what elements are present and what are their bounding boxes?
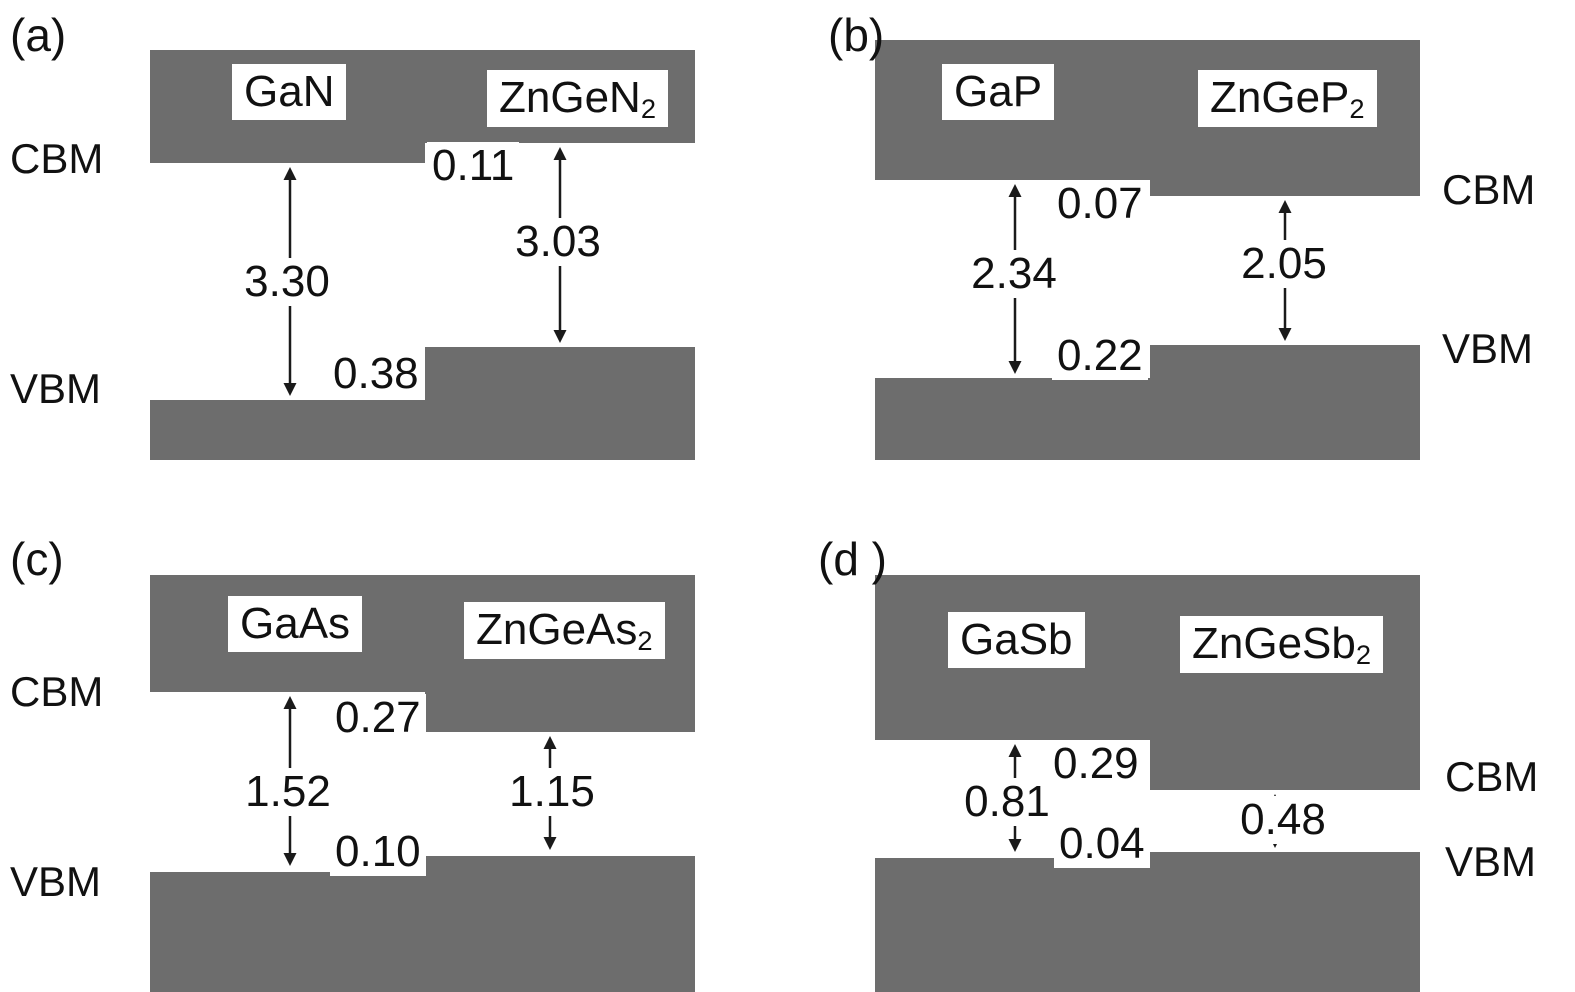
panel-a-tag: (a) [10,9,67,61]
panel-a-right-gap-value: 3.03 [510,218,606,267]
panel-c-right-gap-value: 1.15 [504,768,600,817]
panel-b-vbm-offset-value: 0.22 [1052,332,1148,381]
panel-d-cbm-label: CBM [1445,753,1539,800]
panel-c-left-material-text: GaAs [240,599,351,648]
panel-c-right-material-subscript: 2 [637,625,653,656]
panel-d-valence-band-right-block [1150,852,1420,992]
panel-a-vbm-offset-value: 0.38 [328,350,424,399]
panel-d-tag: (d ) [818,533,887,585]
panel-a-left-material-text: GaN [244,67,335,116]
panel-d-left-gap-value: 0.81 [959,778,1055,827]
panel-c-cbm-label: CBM [10,668,104,715]
panel-d-vbm-offset-value: 0.04 [1054,820,1150,869]
panel-a-cbm-offset-value: 0.11 [427,142,520,191]
panel-b-valence-band-left-block [875,378,1150,460]
panel-a-valence-band-left-block [150,400,425,460]
panel-c-right-material-text: ZnGeAs [476,605,638,654]
panel-c-valence-band-right-block [425,856,695,992]
panel-a-right-material-text: ZnGeN [499,73,641,122]
panel-a-valence-band-right-block [425,347,695,460]
panel-b-right-material-text: ZnGeP [1210,73,1350,122]
panel-d-cbm-offset-value: 0.29 [1048,740,1144,789]
panel-b-cbm-label: CBM [1442,166,1536,213]
panel-b-right-material-label: ZnGeP2 [1198,70,1377,128]
panel-b-left-gap-value: 2.34 [966,250,1062,299]
panel-b-valence-band-right-block [1150,345,1420,460]
panel-c-left-gap-value: 1.52 [240,768,336,817]
panel-d-conduction-band-right-block [1150,575,1420,790]
panel-a-left-gap-value: 3.30 [239,258,335,307]
panel-a-right-material-subscript: 2 [640,93,656,124]
panel-c-vbm-label: VBM [10,858,102,905]
panel-c-tag: (c) [10,533,64,585]
panel-d-vbm-label: VBM [1445,838,1537,885]
panel-a-cbm-label: CBM [10,135,104,182]
panel-a-left-material-label: GaN [232,64,347,120]
panel-d-left-material-label: GaSb [948,612,1085,668]
panel-a-right-material-label: ZnGeN2 [487,70,668,128]
panel-d-valence-band-left-block [875,858,1150,992]
panel-b-vbm-label: VBM [1442,325,1534,372]
panel-d-right-material-label: ZnGeSb2 [1180,616,1384,674]
panel-c-cbm-offset-value: 0.27 [330,694,426,743]
panel-b-right-gap-value: 2.05 [1236,240,1332,289]
panel-c-left-material-label: GaAs [228,596,363,652]
panel-c-vbm-offset-value: 0.10 [330,828,426,877]
panel-d-left-material-text: GaSb [960,615,1073,664]
panel-d-right-material-text: ZnGeSb [1192,619,1356,668]
panel-d-right-gap-value: 0.48 [1235,796,1331,845]
panel-b-tag: (b) [828,9,885,61]
panel-c-valence-band-left-block [150,872,425,992]
panel-c-right-material-label: ZnGeAs2 [464,602,665,660]
panel-b-left-material-text: GaP [954,67,1043,116]
panel-b-right-material-subscript: 2 [1349,93,1365,124]
panel-a-vbm-label: VBM [10,365,102,412]
panel-b-cbm-offset-value: 0.07 [1052,180,1148,229]
panel-d-right-material-subscript: 2 [1355,639,1372,670]
panel-b-left-material-label: GaP [942,64,1055,120]
